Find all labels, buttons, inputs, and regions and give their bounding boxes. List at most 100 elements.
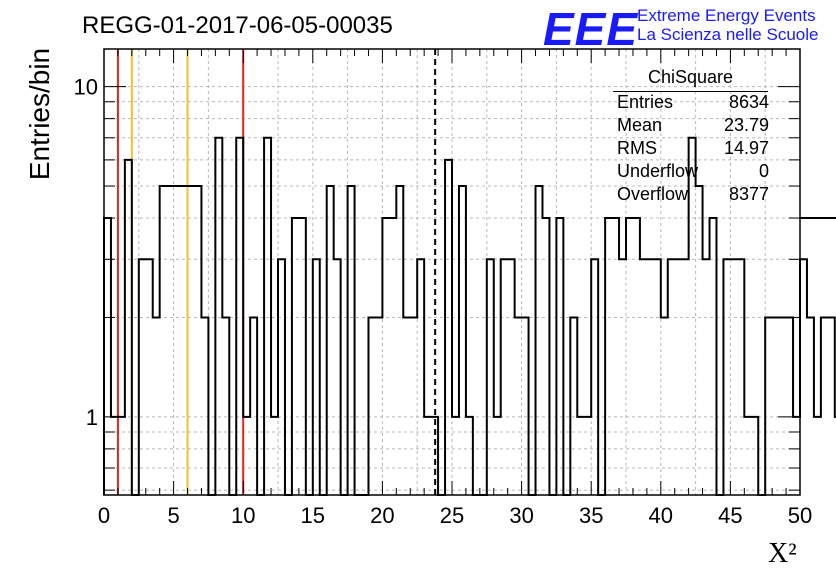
histogram-bin: [508, 259, 515, 495]
stats-label: Mean: [617, 115, 663, 135]
stats-box: ChiSquare Entries 8634 Mean 23.79 RMS 14…: [611, 67, 770, 208]
histogram-bin: [396, 186, 403, 495]
eee-logo: EEE: [543, 3, 639, 55]
histogram-bin: [647, 259, 654, 495]
stats-title: ChiSquare: [647, 67, 734, 87]
histogram-bin: [654, 259, 661, 495]
histogram-bin: [181, 186, 188, 495]
histogram-bin: [466, 417, 473, 495]
histogram-bin: [271, 417, 278, 495]
histogram-bin: [661, 317, 668, 495]
histogram-bin: [710, 218, 717, 495]
histogram-bin: [382, 218, 389, 495]
histogram-bin: [828, 317, 835, 495]
histogram-bin: [626, 218, 633, 495]
stats-value: 0: [758, 161, 769, 181]
histogram-bin: [772, 317, 779, 495]
histogram-bin: [111, 417, 118, 495]
stats-label: Overflow: [617, 184, 689, 204]
histogram-bin: [278, 259, 285, 495]
histogram-bin: [431, 417, 438, 495]
stats-value: 8377: [728, 184, 769, 204]
histogram-bin: [744, 417, 751, 495]
histogram-bin: [160, 186, 167, 495]
x-tick-label: 25: [440, 503, 464, 528]
histogram-bin: [619, 259, 626, 495]
histogram-bin: [445, 160, 452, 495]
x-tick-label: 30: [509, 503, 533, 528]
x-tick-label: 40: [649, 503, 673, 528]
stats-label: Entries: [617, 92, 674, 112]
histogram-bin: [194, 186, 201, 495]
histogram-bin: [501, 259, 508, 495]
histogram-bin: [348, 186, 355, 495]
histogram-bin: [292, 218, 299, 495]
histogram-bin: [605, 218, 612, 495]
histogram-bin: [536, 186, 543, 495]
histogram-bin: [146, 259, 153, 495]
histogram-bin: [487, 259, 494, 495]
histogram-bin: [807, 317, 814, 495]
histogram-bin: [612, 218, 619, 495]
histogram-bin: [494, 417, 501, 495]
histogram-bin: [633, 218, 640, 495]
histogram-bin: [640, 259, 647, 495]
histogram-bin: [696, 186, 703, 495]
histogram-bin: [779, 317, 786, 495]
histogram-bin: [515, 317, 522, 495]
histogram-bin: [174, 186, 181, 495]
histogram-bin: [403, 317, 410, 495]
stats-divider: [613, 91, 768, 92]
histogram-bin: [730, 259, 737, 495]
histogram-bin: [222, 317, 229, 495]
y-tick-label: 10: [74, 75, 98, 100]
histogram-bin: [188, 186, 195, 495]
histogram-bin: [215, 138, 222, 495]
y-axis-label: Entries/bin: [24, 47, 55, 181]
stats-value: 23.79: [723, 115, 769, 135]
stats-value: 14.97: [723, 138, 769, 158]
histogram-bin: [313, 259, 320, 495]
stats-label: Underflow: [617, 161, 699, 181]
histogram-bin: [125, 160, 132, 495]
histogram-bin: [703, 259, 710, 495]
histogram-bin: [368, 317, 375, 495]
histogram-bin: [327, 186, 334, 495]
histogram-bin: [424, 417, 431, 495]
x-tick-label: 10: [231, 503, 255, 528]
histogram-bin: [201, 317, 208, 495]
histogram-bin: [737, 259, 744, 495]
histogram-bin: [800, 259, 807, 495]
x-tick-label: 15: [301, 503, 325, 528]
histogram-bin: [417, 259, 424, 495]
histogram-bin: [751, 417, 758, 495]
histogram-bin: [723, 259, 730, 495]
eee-tagline-2: La Scienza nelle Scuole: [637, 25, 819, 44]
histogram-bin: [410, 317, 417, 495]
histogram-bin: [334, 259, 341, 495]
histogram-bin: [167, 186, 174, 495]
histogram-bin: [570, 317, 577, 495]
run-title: REGG-01-2017-06-05-00035: [82, 12, 393, 39]
histogram-bin: [452, 417, 459, 495]
histogram-bin: [793, 417, 800, 495]
histogram-bin: [250, 317, 257, 495]
x-tick-label: 50: [788, 503, 812, 528]
x-tick-label: 5: [167, 503, 179, 528]
histogram-bin: [821, 317, 828, 495]
stats-label: RMS: [617, 138, 657, 158]
histogram-bin: [264, 138, 271, 495]
histogram-bin: [591, 259, 598, 495]
x-axis-label: X²: [768, 538, 797, 569]
histogram-bin: [577, 417, 584, 495]
x-tick-label: 35: [579, 503, 603, 528]
histogram-bin: [556, 218, 563, 495]
histogram-bin: [139, 259, 146, 495]
histogram-bin: [522, 317, 529, 495]
stats-value: 8634: [728, 92, 769, 112]
histogram-bin: [118, 417, 125, 495]
histogram-bin: [236, 138, 243, 495]
histogram-bin: [153, 317, 160, 495]
marker-lines: [116, 49, 437, 495]
x-tick-label: 20: [370, 503, 394, 528]
